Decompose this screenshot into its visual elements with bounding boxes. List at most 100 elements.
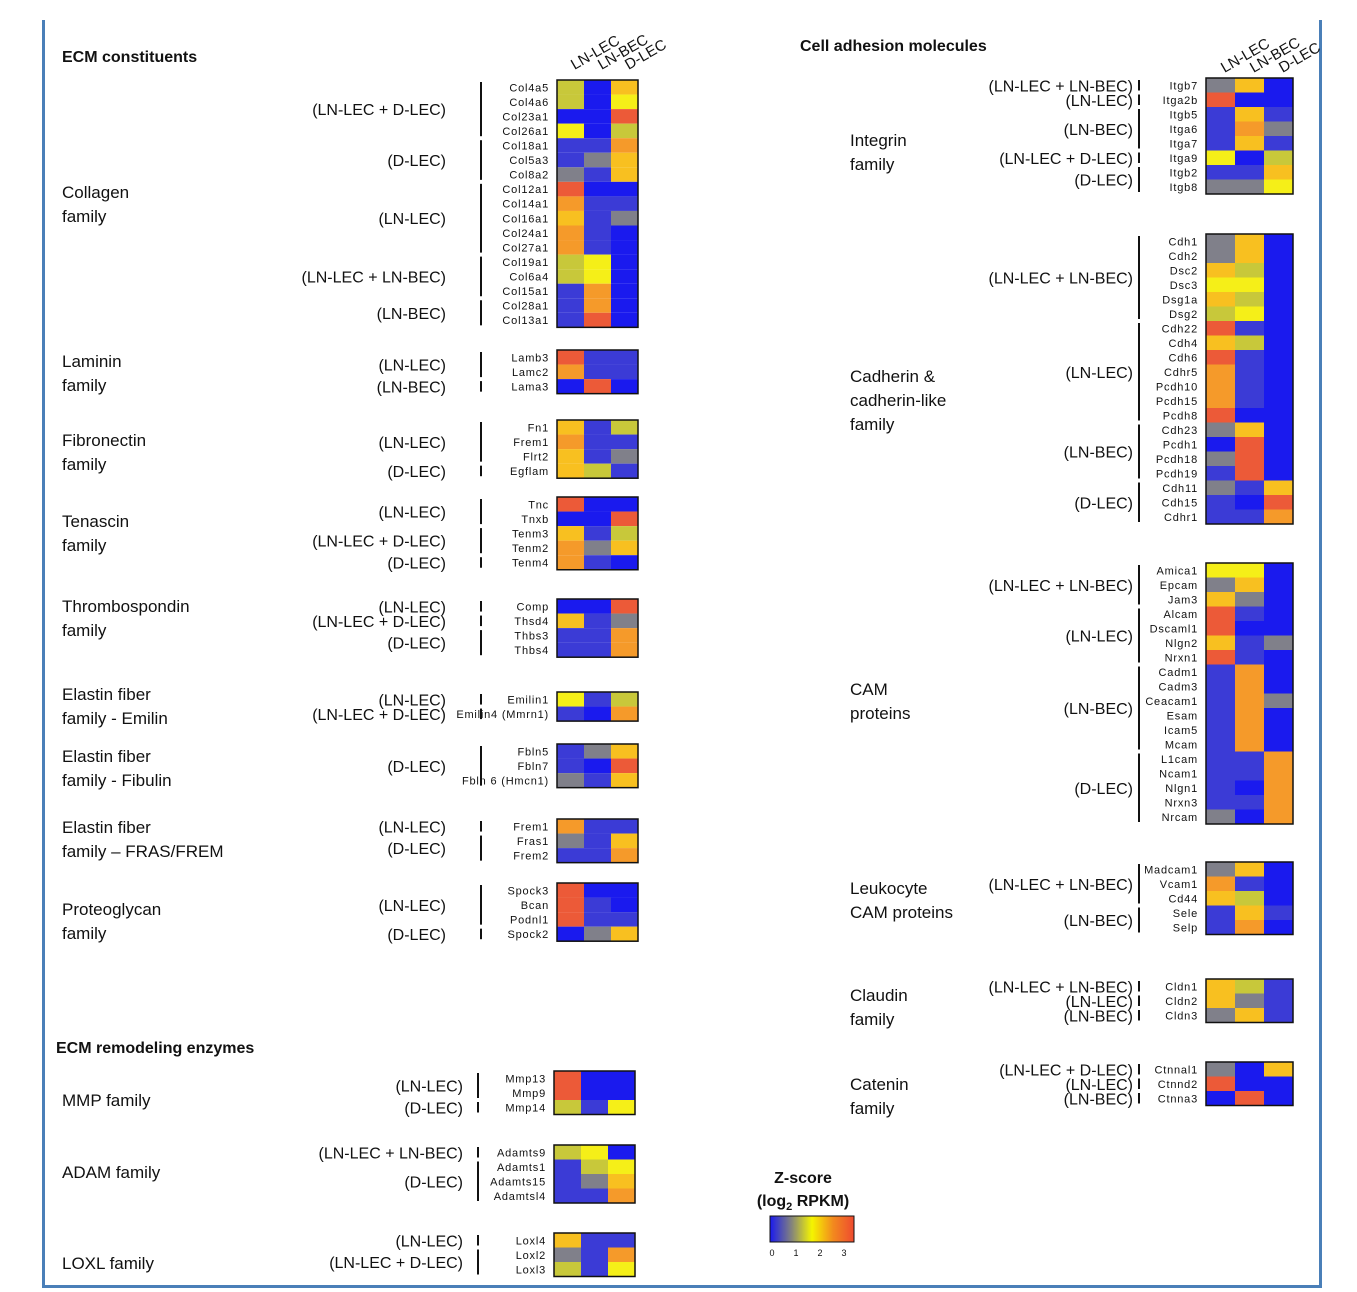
- heatmap-cell: [611, 138, 638, 153]
- gene-label: Itga2b: [1163, 95, 1198, 107]
- heatmap-cell: [611, 240, 638, 255]
- heatmap-cell: [557, 312, 584, 328]
- heatmap-cell: [1235, 722, 1264, 737]
- heatmap-cell: [1235, 592, 1264, 607]
- heatmap-cell: [1206, 121, 1235, 136]
- heatmap-cell: [1264, 509, 1293, 524]
- gene-label: L1cam: [1161, 754, 1198, 766]
- heatmap-cell: [1206, 780, 1235, 795]
- heatmap-cell: [1206, 876, 1235, 891]
- heatmap-cell: [584, 80, 611, 95]
- heatmap-cell: [554, 1262, 581, 1277]
- heatmap-cell: [1235, 780, 1264, 795]
- heatmap-cell: [584, 848, 611, 863]
- heatmap-cell: [1206, 737, 1235, 752]
- gene-label: Cdh6: [1169, 352, 1199, 364]
- heatmap-cell: [1206, 437, 1235, 452]
- group-label: (D-LEC): [387, 927, 446, 944]
- gene-label: Itga6: [1170, 124, 1198, 136]
- heatmap-cell: [1235, 920, 1264, 935]
- heatmap-cell: [557, 497, 584, 512]
- heatmap-cell: [611, 312, 638, 328]
- heatmap-cell: [554, 1159, 581, 1174]
- heatmap-cell: [611, 181, 638, 197]
- heatmap-cell: [1235, 635, 1264, 650]
- heatmap-cell: [1264, 107, 1293, 122]
- heatmap-cell: [611, 819, 638, 834]
- heatmap-cell: [584, 692, 611, 707]
- group-label: (LN-LEC): [378, 435, 446, 452]
- heatmap-block: [556, 598, 639, 658]
- heatmap-cell: [557, 80, 584, 95]
- heatmap-cell: [1206, 78, 1235, 93]
- heatmap-cell: [1235, 650, 1264, 665]
- gene-label: Col12a1: [502, 184, 549, 196]
- heatmap-cell: [1235, 379, 1264, 394]
- gene-label: Cadm1: [1159, 667, 1198, 679]
- heatmap-cell: [584, 599, 611, 614]
- heatmap-cell: [1264, 335, 1293, 350]
- gene-label: Col15a1: [502, 286, 549, 298]
- gene-label: Cldn3: [1165, 1010, 1198, 1022]
- group-label: (LN-BEC): [377, 379, 446, 396]
- gene-label: Jam3: [1168, 594, 1198, 606]
- gene-label: Adamts15: [490, 1176, 546, 1188]
- heatmap-cell: [1235, 795, 1264, 810]
- gene-label: Col16a1: [502, 213, 549, 225]
- heatmap-cell: [611, 555, 638, 570]
- family-name: family: [62, 621, 107, 640]
- heatmap-cell: [1264, 606, 1293, 621]
- heatmap-cell: [1206, 107, 1235, 122]
- heatmap-cell: [1206, 664, 1235, 679]
- heatmap-cell: [1264, 393, 1293, 408]
- gene-label: Pcdh10: [1156, 381, 1198, 393]
- heatmap-cell: [1264, 480, 1293, 495]
- heatmap-cell: [1264, 495, 1293, 510]
- gene-label: Fras1: [517, 836, 549, 848]
- gene-label: Cdhr5: [1164, 367, 1198, 379]
- gene-label: Thsd4: [514, 616, 549, 628]
- heatmap-cell: [1206, 1062, 1235, 1077]
- gene-label: Col8a2: [509, 170, 549, 182]
- group-label: (LN-LEC + LN-BEC): [989, 78, 1133, 95]
- gene-label: Fn1: [528, 422, 549, 434]
- group-label: (LN-BEC): [1064, 122, 1133, 139]
- heatmap-cell: [1264, 292, 1293, 307]
- heatmap-cell: [1264, 621, 1293, 636]
- family-name: family: [850, 155, 895, 174]
- heatmap-cell: [1264, 364, 1293, 379]
- gene-label: Cdh15: [1162, 497, 1198, 509]
- heatmap-cell: [557, 833, 584, 849]
- heatmap-cell: [611, 897, 638, 913]
- heatmap-cell: [1206, 393, 1235, 408]
- heatmap-cell: [584, 364, 611, 380]
- heatmap-cell: [584, 758, 611, 774]
- gene-label: Pcdh15: [1156, 396, 1198, 408]
- heatmap-cell: [557, 109, 584, 124]
- gene-label: Tenm3: [512, 528, 549, 540]
- heatmap-cell: [1206, 809, 1235, 824]
- heatmap-cell: [557, 744, 584, 759]
- gene-label: Nlgn2: [1165, 638, 1198, 650]
- heatmap-cell: [1264, 979, 1293, 994]
- heatmap-cell: [557, 123, 584, 139]
- heatmap-cell: [1235, 263, 1264, 278]
- heatmap-cell: [1206, 905, 1235, 920]
- heatmap-cell: [584, 350, 611, 365]
- heatmap-cell: [1264, 737, 1293, 752]
- heatmap-cell: [1264, 1091, 1293, 1106]
- gene-label: Col24a1: [502, 228, 549, 240]
- heatmap-cell: [1235, 905, 1264, 920]
- gene-label: Dsc2: [1170, 265, 1198, 277]
- heatmap-cell: [584, 123, 611, 139]
- heatmap-cell: [557, 599, 584, 614]
- heatmap-cell: [1235, 737, 1264, 752]
- colorscale-title: Z-score: [774, 1170, 832, 1187]
- heatmap-block: [1205, 978, 1294, 1024]
- heatmap-cell: [1235, 563, 1264, 578]
- heatmap-cell: [557, 434, 584, 450]
- group-label: (LN-BEC): [1064, 1091, 1133, 1108]
- heatmap-cell: [611, 123, 638, 139]
- heatmap-cell: [584, 926, 611, 942]
- heatmap-cell: [1235, 495, 1264, 510]
